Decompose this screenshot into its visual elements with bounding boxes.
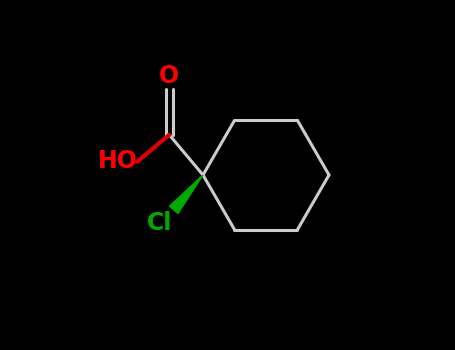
Text: HO: HO xyxy=(98,149,138,173)
Polygon shape xyxy=(169,175,203,214)
Text: O: O xyxy=(159,64,179,88)
Text: Cl: Cl xyxy=(147,211,172,235)
